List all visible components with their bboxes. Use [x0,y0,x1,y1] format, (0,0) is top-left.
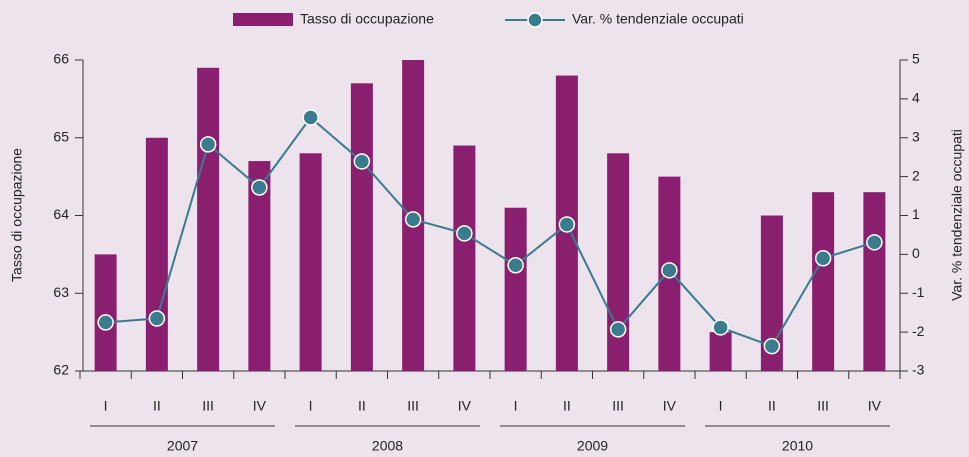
bar [863,192,886,371]
x-tick-label: I [309,398,313,414]
line-marker [404,211,422,228]
year-label: 2009 [577,438,608,454]
year-label: 2007 [167,438,198,454]
y2-tick-label: -3 [912,362,925,378]
x-tick-label: III [817,398,829,414]
x-tick-label: II [768,398,776,414]
x-tick-label: IV [868,398,882,414]
line-marker [199,136,217,153]
bar [94,254,117,371]
line-marker [866,234,883,251]
line-marker [302,109,319,126]
bar [350,83,373,371]
line-marker [353,153,371,170]
y-tick-label: 63 [53,284,69,300]
line-marker [507,257,524,274]
y2-tick-label: 3 [912,128,920,144]
bar [145,137,168,371]
bar [197,67,220,372]
y2-axis-label: Var. % tendenziale occupati [949,129,965,301]
x-tick-label: I [719,398,723,414]
y-tick-label: 65 [53,128,69,144]
line-marker [456,225,473,242]
line-marker [712,319,729,336]
x-tick-label: II [358,398,366,414]
y2-tick-label: 5 [912,51,920,67]
bar [504,207,527,371]
line-marker [97,314,114,331]
y2-tick-label: -2 [912,323,925,339]
y-tick-label: 66 [53,51,69,67]
bar [299,153,322,371]
bar [607,153,630,371]
line-marker [609,321,627,338]
y2-tick-label: 2 [912,167,920,183]
x-tick-label: I [514,398,518,414]
y2-tick-label: 1 [912,206,920,222]
bar [812,192,835,371]
legend-marker [527,12,543,28]
bar [760,215,783,371]
y-tick-label: 64 [53,206,69,222]
line-marker [148,310,166,327]
x-tick-label: III [407,398,419,414]
x-tick-label: II [563,398,571,414]
legend-label: Tasso di occupazione [300,11,434,27]
legend-swatch [233,13,293,26]
bar [709,332,732,371]
line-marker [251,179,268,196]
x-tick-label: III [612,398,624,414]
x-tick-label: IV [663,398,677,414]
line-marker [661,262,678,279]
x-tick-label: I [104,398,108,414]
year-label: 2010 [782,438,813,454]
y2-tick-label: 0 [912,245,920,261]
line-marker [558,216,576,233]
y2-tick-label: -1 [912,284,925,300]
line-marker [763,337,781,355]
bar [453,145,476,371]
y-tick-label: 62 [53,362,69,378]
y-axis-label: Tasso di occupazione [9,148,25,282]
line [105,116,875,348]
y2-tick-label: 4 [912,90,920,106]
bar [248,161,271,371]
line-marker [814,250,832,267]
x-tick-label: III [202,398,214,414]
x-tick-label: II [153,398,161,414]
x-tick-label: IV [458,398,472,414]
legend-label: Var. % tendenziale occupati [572,11,744,27]
year-label: 2008 [372,438,403,454]
x-tick-label: IV [253,398,267,414]
